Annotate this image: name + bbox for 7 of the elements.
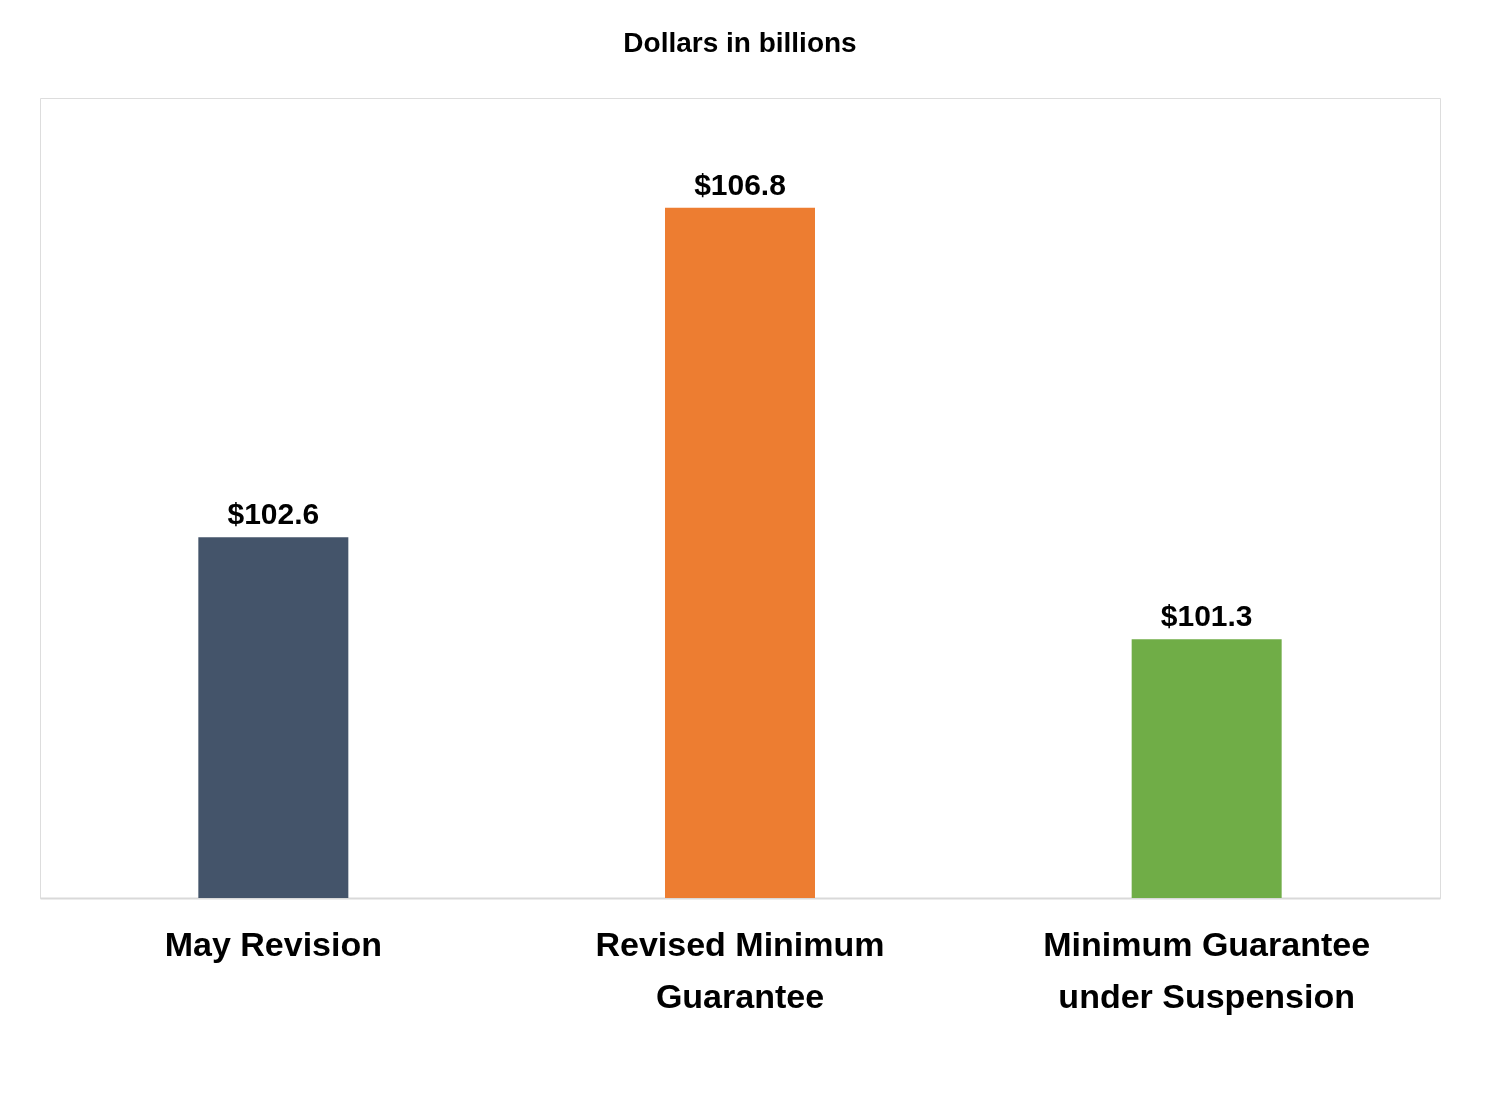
chart-title: Dollars in billions (623, 27, 857, 58)
data-label: $106.8 (694, 167, 786, 201)
x-tick-label: Revised Minimum Guarantee (595, 924, 885, 1015)
x-tick-label: May Revision (164, 924, 382, 963)
data-label: $101.3 (1160, 599, 1253, 633)
data-label: $102.6 (227, 497, 320, 531)
x-tick-label: Minimum Guarantee under Suspension (1043, 924, 1371, 1015)
